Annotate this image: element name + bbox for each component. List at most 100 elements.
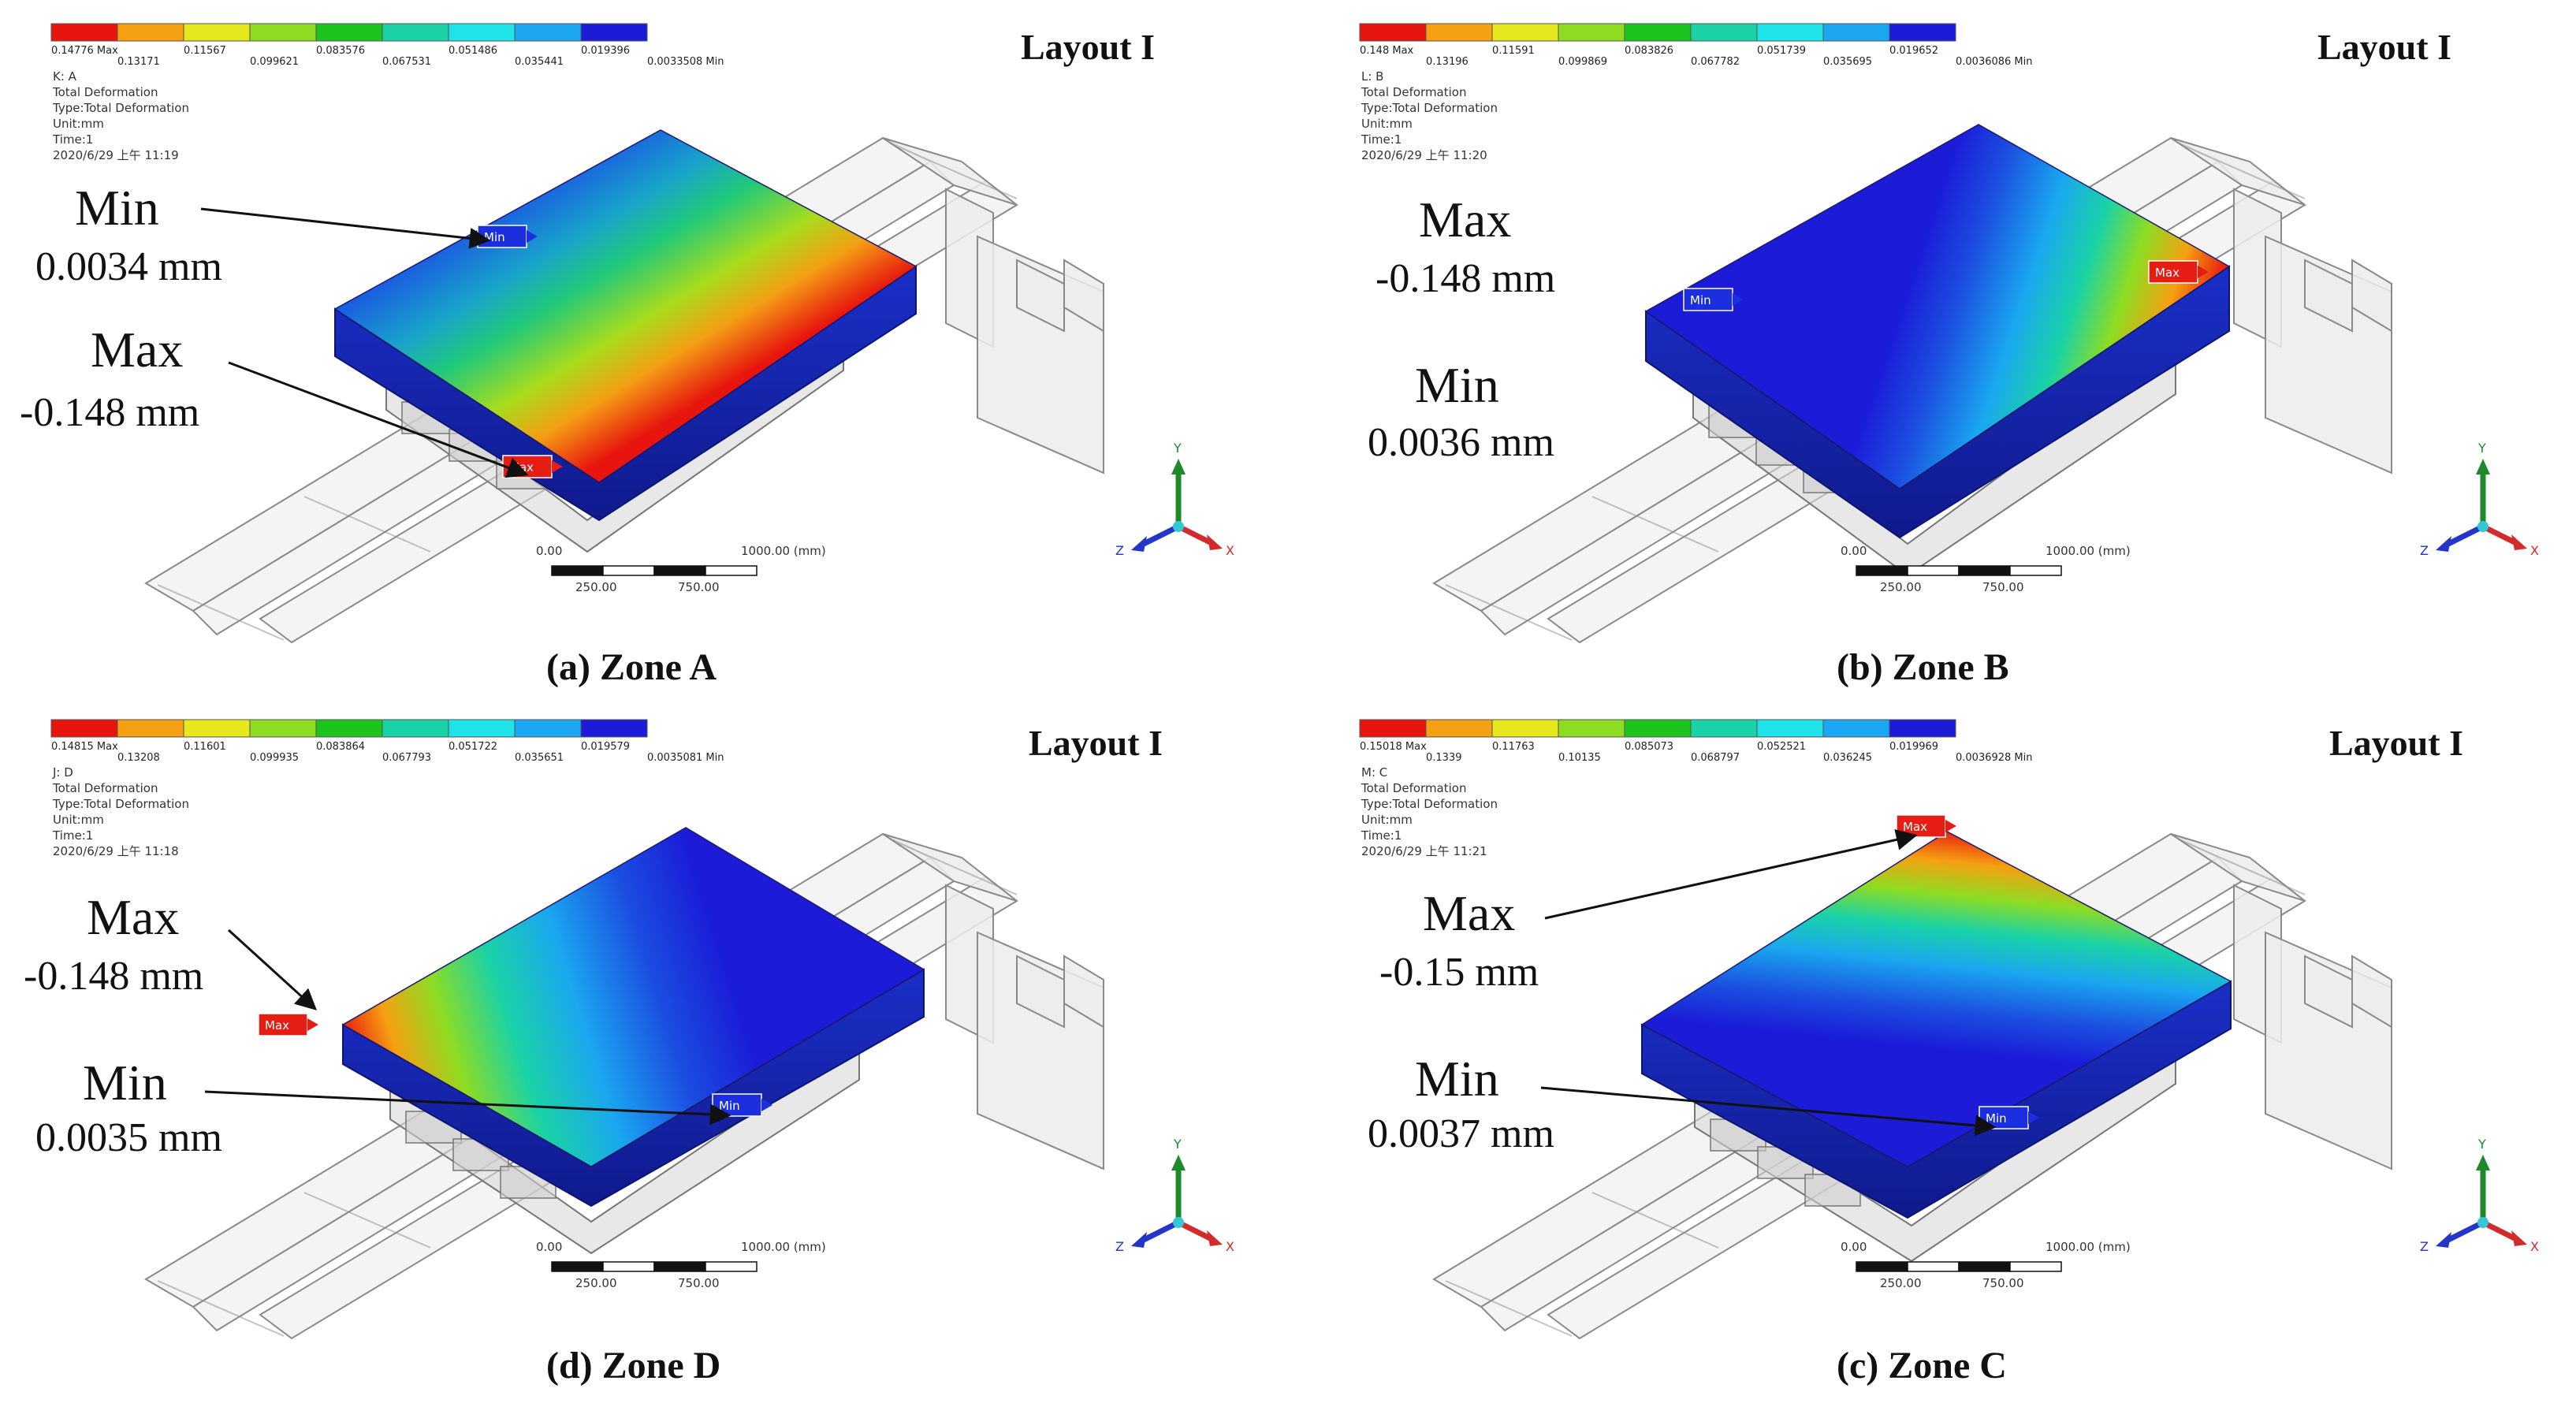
metadata-line: Type:Total Deformation: [52, 797, 189, 811]
legend-value-top: 0.11763: [1492, 741, 1535, 753]
rail-segment: [2351, 259, 2392, 333]
layout-label: Layout I: [1029, 723, 1163, 763]
metadata-line: 2020/6/29 上午 11:18: [53, 844, 179, 858]
scale-zero: 0.00: [1841, 544, 1867, 558]
rail-rib: [157, 1280, 285, 1337]
scale-q1: 250.00: [1880, 1276, 1922, 1290]
max-callout-label: Max: [91, 322, 183, 378]
max-probe-marker: Max: [2148, 260, 2209, 284]
rail-rib: [1445, 584, 1573, 641]
legend-value-bottom: 0.035695: [1823, 56, 1872, 68]
z-axis-label: Z: [2420, 543, 2429, 558]
x-axis-label: X: [1226, 1239, 1234, 1254]
legend-value-top: 0.085073: [1625, 741, 1673, 753]
min-probe-marker-pointer: [527, 230, 538, 243]
triad-origin: [1173, 521, 1184, 532]
max-probe-marker-pointer: [307, 1018, 318, 1031]
legend-value-top: 0.083826: [1625, 45, 1673, 57]
legend-swatch: [249, 719, 317, 738]
legend-value-bottom: 0.068797: [1691, 752, 1740, 764]
min-probe-marker-pointer: [1733, 293, 1744, 306]
scale-q1: 250.00: [575, 1276, 617, 1290]
metadata-line: 2020/6/29 上午 11:21: [1361, 844, 1487, 858]
rail-segment: [1063, 259, 1104, 333]
legend-swatch: [1756, 23, 1824, 42]
z-axis-label: Z: [2420, 1239, 2429, 1254]
scale-segment: [1856, 565, 1908, 576]
legend-value-top: 0.083864: [316, 741, 365, 753]
panel-caption: (b) Zone B: [1837, 646, 2009, 688]
scale-q1: 250.00: [1880, 580, 1922, 594]
max-callout-arrow: [1544, 829, 1918, 920]
legend-swatch: [382, 23, 449, 42]
rail-rib: [890, 143, 1018, 199]
scale-segment: [653, 1261, 706, 1272]
scale-segment: [1907, 1261, 1960, 1272]
y-axis-head: [1171, 1155, 1186, 1170]
legend-value-top: 0.15018 Max: [1360, 741, 1427, 753]
z-axis-label: Z: [1115, 1239, 1124, 1254]
scale-segment: [602, 565, 655, 576]
scale-segment: [2009, 565, 2062, 576]
coordinate-triad: Y X Z: [1115, 1137, 1234, 1254]
scale-segment: [602, 1261, 655, 1272]
panel-caption: (c) Zone C: [1837, 1345, 2007, 1386]
metadata-line: J: D: [52, 765, 73, 780]
coordinate-triad: Y X Z: [1115, 441, 1234, 558]
max-callout-label: Max: [1419, 192, 1511, 247]
x-axis-arrow: [1177, 1219, 1212, 1241]
legend-swatch: [1425, 23, 1493, 42]
metadata-line: Total Deformation: [1361, 781, 1466, 795]
plate-top-deformation: [1640, 831, 2232, 1167]
scale-q3: 750.00: [1982, 580, 2024, 594]
y-axis-label: Y: [1173, 441, 1182, 456]
legend-value-top: 0.019396: [581, 45, 630, 57]
metadata-line: Total Deformation: [52, 781, 158, 795]
z-axis-head: [1131, 536, 1147, 552]
plate-top-deformation: [341, 827, 925, 1167]
scale-q3: 750.00: [1982, 1276, 2024, 1290]
legend-value-top: 0.11591: [1492, 45, 1535, 57]
x-axis-label: X: [2530, 543, 2539, 558]
rail-rib: [303, 496, 431, 553]
legend-value-bottom: 0.13196: [1426, 56, 1469, 68]
max-callout-arrow: [228, 361, 529, 478]
scale-segment: [2009, 1261, 2062, 1272]
legend-value-top: 0.148 Max: [1360, 45, 1414, 57]
legend-swatch: [1822, 23, 1890, 42]
triad-origin: [2477, 1217, 2489, 1228]
max-callout-label: Max: [87, 889, 179, 945]
legend-swatch: [50, 719, 118, 738]
legend-value-top: 0.051739: [1757, 45, 1806, 57]
legend-swatch: [1491, 23, 1559, 42]
min-callout-label: Min: [75, 180, 159, 236]
rail-segment: [1016, 259, 1065, 333]
legend-value-top: 0.019969: [1889, 741, 1938, 753]
legend-swatch: [580, 23, 648, 42]
metadata-line: Total Deformation: [52, 85, 158, 99]
legend-value-bottom: 0.067793: [382, 752, 431, 764]
bearing-block: [1804, 1174, 1861, 1207]
min-callout-label: Min: [83, 1055, 167, 1111]
metadata-line: Time:1: [1361, 132, 1402, 147]
x-axis-head: [1207, 534, 1223, 550]
rail-rib: [303, 1192, 431, 1249]
max-callout-value: -0.148 mm: [20, 390, 199, 435]
y-axis-label: Y: [1173, 1137, 1182, 1152]
legend-value-top: 0.14776 Max: [51, 45, 118, 57]
scale-bar: 0.00 1000.00 (mm) 250.00 750.00: [1841, 544, 2131, 594]
min-probe-marker: Min: [1683, 288, 1744, 311]
min-probe-marker-pointer: [761, 1099, 772, 1111]
scale-zero: 0.00: [536, 1240, 562, 1254]
triad-origin: [1173, 1217, 1184, 1228]
legend-swatch: [1359, 23, 1427, 42]
legend-value-top: 0.14815 Max: [51, 741, 118, 753]
y-axis-head: [1171, 459, 1186, 474]
scale-q3: 750.00: [678, 580, 720, 594]
legend-swatch: [1690, 719, 1758, 738]
min-callout-label: Min: [1415, 357, 1499, 413]
legend-value-top: 0.083576: [316, 45, 365, 57]
min-callout-value: 0.0036 mm: [1368, 420, 1554, 465]
max-callout-value: -0.148 mm: [1375, 256, 1555, 301]
